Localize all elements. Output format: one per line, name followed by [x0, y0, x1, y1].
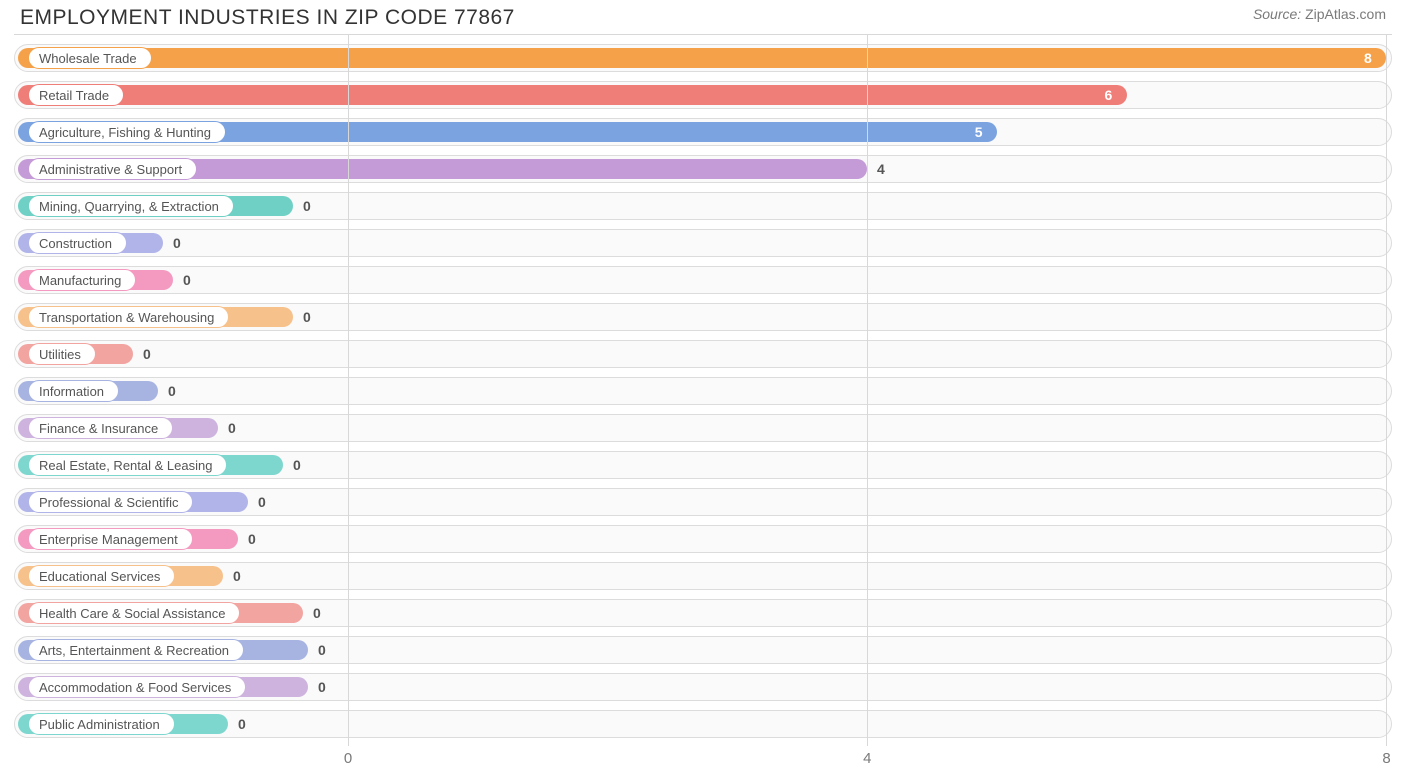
chart-area: Wholesale Trade 8 Retail Trade 6 Agriculture…	[14, 34, 1392, 772]
bar-row: Health Care & Social Assistance 0	[14, 599, 1392, 627]
bar-label-pill: Wholesale Trade	[28, 47, 152, 69]
x-axis: 0 4 8	[14, 746, 1392, 772]
bar-track	[14, 266, 1392, 294]
bar-row: Professional & Scientific 0	[14, 488, 1392, 516]
bar-value: 0	[303, 303, 311, 331]
bar-label-pill: Administrative & Support	[28, 158, 197, 180]
bar-label-pill: Utilities	[28, 343, 96, 365]
bar-row: Retail Trade 6	[14, 81, 1392, 109]
bar-row: Administrative & Support 4	[14, 155, 1392, 183]
bar-value: 0	[258, 488, 266, 516]
bar-value: 0	[303, 192, 311, 220]
bar-label-pill: Finance & Insurance	[28, 417, 173, 439]
chart-header: EMPLOYMENT INDUSTRIES IN ZIP CODE 77867 …	[0, 0, 1406, 30]
bar-label-pill: Accommodation & Food Services	[28, 676, 246, 698]
bar-row: Public Administration 0	[14, 710, 1392, 738]
chart-title: EMPLOYMENT INDUSTRIES IN ZIP CODE 77867	[20, 6, 515, 30]
bar-row: Agriculture, Fishing & Hunting 5	[14, 118, 1392, 146]
bar-value: 6	[1105, 81, 1113, 109]
bar-fill	[18, 48, 1386, 68]
bar-row: Finance & Insurance 0	[14, 414, 1392, 442]
bar-value: 4	[877, 155, 885, 183]
bar-track	[14, 414, 1392, 442]
bar-row: Mining, Quarrying, & Extraction 0	[14, 192, 1392, 220]
bar-row: Construction 0	[14, 229, 1392, 257]
bar-label-pill: Retail Trade	[28, 84, 124, 106]
x-tick: 0	[344, 750, 352, 767]
chart-source: Source: ZipAtlas.com	[1253, 6, 1386, 22]
bar-value: 0	[248, 525, 256, 553]
bar-value: 0	[318, 636, 326, 664]
bar-label-pill: Professional & Scientific	[28, 491, 193, 513]
bar-value: 0	[228, 414, 236, 442]
bar-value: 0	[168, 377, 176, 405]
bar-label-pill: Enterprise Management	[28, 528, 193, 550]
bar-track	[14, 377, 1392, 405]
gridline	[1386, 35, 1387, 746]
bar-row: Transportation & Warehousing 0	[14, 303, 1392, 331]
bar-value: 0	[313, 599, 321, 627]
bar-row: Enterprise Management 0	[14, 525, 1392, 553]
bar-row: Information 0	[14, 377, 1392, 405]
source-value: ZipAtlas.com	[1305, 6, 1386, 22]
x-tick: 4	[863, 750, 871, 767]
bar-label-pill: Agriculture, Fishing & Hunting	[28, 121, 226, 143]
bar-track	[14, 229, 1392, 257]
bar-value: 8	[1364, 44, 1372, 72]
bar-row: Utilities 0	[14, 340, 1392, 368]
bar-row: Accommodation & Food Services 0	[14, 673, 1392, 701]
bar-row: Real Estate, Rental & Leasing 0	[14, 451, 1392, 479]
rows-container: Wholesale Trade 8 Retail Trade 6 Agriculture…	[14, 35, 1392, 746]
bar-label-pill: Educational Services	[28, 565, 175, 587]
bar-label-pill: Manufacturing	[28, 269, 136, 291]
bar-fill	[18, 85, 1127, 105]
bar-label-pill: Construction	[28, 232, 127, 254]
bar-label-pill: Arts, Entertainment & Recreation	[28, 639, 244, 661]
bar-label-pill: Mining, Quarrying, & Extraction	[28, 195, 234, 217]
plot-area: Wholesale Trade 8 Retail Trade 6 Agriculture…	[14, 34, 1392, 746]
source-label: Source:	[1253, 6, 1301, 22]
bar-value: 0	[183, 266, 191, 294]
bar-value: 0	[293, 451, 301, 479]
bar-value: 0	[173, 229, 181, 257]
bar-label-pill: Information	[28, 380, 119, 402]
bar-value: 5	[975, 118, 983, 146]
bar-label-pill: Health Care & Social Assistance	[28, 602, 240, 624]
bar-value: 0	[318, 673, 326, 701]
bar-row: Manufacturing 0	[14, 266, 1392, 294]
x-tick: 8	[1382, 750, 1390, 767]
bar-row: Wholesale Trade 8	[14, 44, 1392, 72]
bar-label-pill: Real Estate, Rental & Leasing	[28, 454, 227, 476]
bar-value: 0	[233, 562, 241, 590]
bar-track	[14, 340, 1392, 368]
bar-label-pill: Public Administration	[28, 713, 175, 735]
gridline	[867, 35, 868, 746]
bar-value: 0	[143, 340, 151, 368]
bar-row: Arts, Entertainment & Recreation 0	[14, 636, 1392, 664]
gridline	[348, 35, 349, 746]
bar-value: 0	[238, 710, 246, 738]
bar-label-pill: Transportation & Warehousing	[28, 306, 229, 328]
bar-row: Educational Services 0	[14, 562, 1392, 590]
